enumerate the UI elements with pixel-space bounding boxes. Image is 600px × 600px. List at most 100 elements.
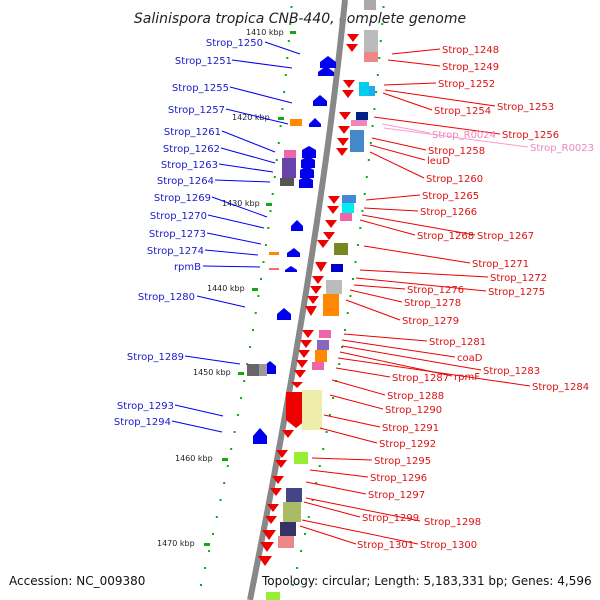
gene-Strop_1265[interactable] xyxy=(328,196,340,204)
gene-leuD[interactable] xyxy=(337,138,349,146)
label-leuD[interactable]: leuD xyxy=(427,156,450,167)
gene-Strop_1260[interactable] xyxy=(336,148,348,156)
label-Strop_1260[interactable]: Strop_1260 xyxy=(426,174,483,185)
label-Strop_1253[interactable]: Strop_1253 xyxy=(497,102,554,113)
label-Strop_1293[interactable]: Strop_1293 xyxy=(117,401,174,412)
label-Strop_1287[interactable]: Strop_1287 xyxy=(392,373,449,384)
gene-Strop_1288[interactable] xyxy=(294,370,306,378)
label-rpmF[interactable]: rpmF xyxy=(454,372,480,383)
label-Strop_1288[interactable]: Strop_1288 xyxy=(387,391,444,402)
label-Strop_1272[interactable]: Strop_1272 xyxy=(490,273,547,284)
label-Strop_1284[interactable]: Strop_1284 xyxy=(532,382,589,393)
label-Strop_1269[interactable]: Strop_1269 xyxy=(154,193,211,204)
gene-Strop_1264[interactable] xyxy=(299,176,313,188)
label-Strop_1301[interactable]: Strop_1301 xyxy=(357,540,414,551)
label-Strop_1275[interactable]: Strop_1275 xyxy=(488,287,545,298)
gene-Strop_1298[interactable] xyxy=(270,488,282,496)
label-Strop_1270[interactable]: Strop_1270 xyxy=(150,211,207,222)
label-Strop_1266[interactable]: Strop_1266 xyxy=(420,207,477,218)
label-Strop_1298[interactable]: Strop_1298 xyxy=(424,517,481,528)
gene-Strop_1297[interactable] xyxy=(272,476,284,484)
gene-Strop_1251[interactable] xyxy=(318,66,334,76)
label-Strop_1300[interactable]: Strop_1300 xyxy=(420,540,477,551)
label-Strop_1267[interactable]: Strop_1267 xyxy=(477,231,534,242)
label-Strop_1296[interactable]: Strop_1296 xyxy=(370,473,427,484)
gene-Strop_1275[interactable] xyxy=(312,276,324,284)
gene-Strop_1266[interactable] xyxy=(327,206,339,214)
gene-Strop_1257[interactable] xyxy=(309,118,321,127)
label-Strop_1278[interactable]: Strop_1278 xyxy=(404,298,461,309)
label-Strop_1258[interactable]: Strop_1258 xyxy=(428,146,485,157)
label-Strop_1297[interactable]: Strop_1297 xyxy=(368,490,425,501)
gene-Strop_1272[interactable] xyxy=(315,262,327,272)
label-Strop_1261[interactable]: Strop_1261 xyxy=(164,127,221,138)
gene-Strop_1287[interactable] xyxy=(296,360,308,368)
label-Strop_1268[interactable]: Strop_1268 xyxy=(417,231,474,242)
label-Strop_1248[interactable]: Strop_1248 xyxy=(442,45,499,56)
gene-Strop_1295[interactable] xyxy=(276,450,288,458)
gene-Strop_1301[interactable] xyxy=(262,530,276,540)
label-Strop_1249[interactable]: Strop_1249 xyxy=(442,62,499,73)
label-Strop_1276[interactable]: Strop_1276 xyxy=(407,285,464,296)
gene-Strop_1255[interactable] xyxy=(313,95,327,106)
gene-Strop_1291[interactable] xyxy=(291,382,303,388)
gene-Strop_1252[interactable] xyxy=(343,80,355,88)
label-Strop_1283[interactable]: Strop_1283 xyxy=(483,366,540,377)
label-Strop_1279[interactable]: Strop_1279 xyxy=(402,316,459,327)
label-Strop_R0024[interactable]: Strop_R0024 xyxy=(432,130,496,141)
label-Strop_1271[interactable]: Strop_1271 xyxy=(472,259,529,270)
label-Strop_1291[interactable]: Strop_1291 xyxy=(382,423,439,434)
gene-Strop_1296[interactable] xyxy=(275,460,287,468)
gene-rpmB[interactable] xyxy=(285,266,297,272)
label-Strop_1295[interactable]: Strop_1295 xyxy=(374,456,431,467)
gene-Strop_1250[interactable] xyxy=(320,56,336,68)
gene-Strop_1262[interactable] xyxy=(301,156,315,168)
label-Strop_1252[interactable]: Strop_1252 xyxy=(438,79,495,90)
gene-Strop_1276[interactable] xyxy=(310,286,322,294)
label-Strop_1263[interactable]: Strop_1263 xyxy=(161,160,218,171)
label-Strop_1289[interactable]: Strop_1289 xyxy=(127,352,184,363)
gene-Strop_1299[interactable] xyxy=(267,504,279,512)
gene-Strop_1300[interactable] xyxy=(265,516,277,524)
label-Strop_1265[interactable]: Strop_1265 xyxy=(422,191,479,202)
gene-Strop_1278[interactable] xyxy=(307,296,319,304)
gene-Strop_1256[interactable] xyxy=(339,112,351,120)
label-Strop_1274[interactable]: Strop_1274 xyxy=(147,246,204,257)
label-Strop_R0023[interactable]: Strop_R0023 xyxy=(530,143,594,154)
label-Strop_1256[interactable]: Strop_1256 xyxy=(502,130,559,141)
label-Strop_1273[interactable]: Strop_1273 xyxy=(149,229,206,240)
label-Strop_1262[interactable]: Strop_1262 xyxy=(163,144,220,155)
gene-Strop_1274[interactable] xyxy=(287,248,300,257)
label-Strop_1299[interactable]: Strop_1299 xyxy=(362,513,419,524)
gene-coaD[interactable] xyxy=(300,340,312,348)
label-Strop_1280[interactable]: Strop_1280 xyxy=(138,292,195,303)
gene-Strop_1249[interactable] xyxy=(346,44,358,52)
label-Strop_1254[interactable]: Strop_1254 xyxy=(434,106,491,117)
gene-Strop_1294[interactable] xyxy=(253,428,267,444)
gene-Strop_1253[interactable] xyxy=(342,90,354,98)
label-coaD[interactable]: coaD xyxy=(457,353,483,364)
gene-Strop_1261[interactable] xyxy=(302,146,316,158)
gene-Strop_1268[interactable] xyxy=(323,232,335,240)
label-Strop_1257[interactable]: Strop_1257 xyxy=(168,105,225,116)
gene-Strop_1279[interactable] xyxy=(305,306,317,316)
label-Strop_1251[interactable]: Strop_1251 xyxy=(175,56,232,67)
gene-Strop_1263[interactable] xyxy=(300,166,314,178)
gene-Strop_1280[interactable] xyxy=(277,308,291,320)
label-Strop_1255[interactable]: Strop_1255 xyxy=(172,83,229,94)
gene-Strop_1271[interactable] xyxy=(317,240,329,248)
label-rpmB[interactable]: rpmB xyxy=(174,262,201,273)
gene-Strop_1270[interactable] xyxy=(291,220,303,231)
gene-Strop_1283[interactable] xyxy=(298,350,310,358)
gene-Strop_1267[interactable] xyxy=(325,220,337,228)
label-Strop_1290[interactable]: Strop_1290 xyxy=(385,405,442,416)
label-Strop_1264[interactable]: Strop_1264 xyxy=(157,176,214,187)
gene-Strop_1281[interactable] xyxy=(302,330,314,338)
gene-Strop_1258[interactable] xyxy=(338,126,350,134)
label-Strop_1250[interactable]: Strop_1250 xyxy=(206,38,263,49)
label-Strop_1292[interactable]: Strop_1292 xyxy=(379,439,436,450)
label-Strop_1294[interactable]: Strop_1294 xyxy=(114,417,171,428)
gene-Strop_1290[interactable] xyxy=(286,392,306,428)
gene-Strop_1248[interactable] xyxy=(347,34,359,42)
gene-Strop_1292[interactable] xyxy=(282,430,294,438)
